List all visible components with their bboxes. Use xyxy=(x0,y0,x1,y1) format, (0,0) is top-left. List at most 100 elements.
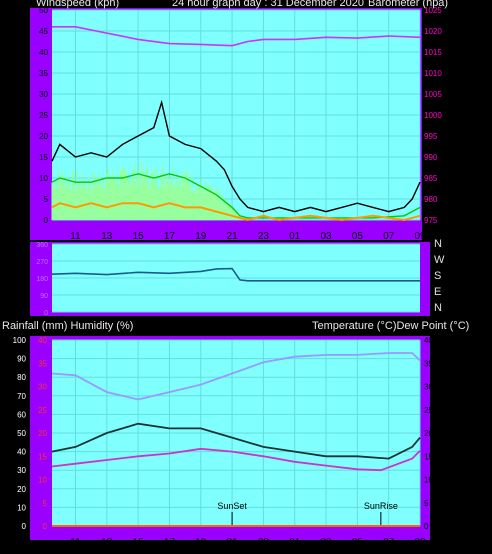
temperature-line xyxy=(51,422,421,460)
humidity-tick-label: 40 xyxy=(17,448,26,457)
x-tick-label: 23 xyxy=(258,537,270,548)
humidity-tick-label: 30 xyxy=(17,466,26,475)
rain-tick-label: 20 xyxy=(38,429,47,438)
x-tick-label: 21 xyxy=(227,231,239,242)
x-tick-label: 09 xyxy=(414,537,426,548)
humidity-tick-label: 70 xyxy=(17,392,26,401)
x-tick-label: 01 xyxy=(289,231,301,242)
temperature-dewpoint-axis-title: Temperature (°C)Dew Point (°C) xyxy=(312,320,470,332)
x-tick-label: 01 xyxy=(289,537,301,548)
temperature-tick-label: 15 xyxy=(424,452,433,461)
x-tick-label: 11 xyxy=(70,537,81,548)
windspeed-tick-label: 45 xyxy=(39,27,48,36)
windspeed-tick-label: 20 xyxy=(39,132,48,141)
barometer-tick-label: 975 xyxy=(424,216,438,225)
rain-tick-label: 25 xyxy=(38,406,47,415)
temperature-tick-label: 40 xyxy=(424,336,433,345)
x-tick-label: 23 xyxy=(258,231,270,242)
humidity-tick-label: 20 xyxy=(17,485,26,494)
windspeed-tick-label: 30 xyxy=(39,90,48,99)
rain-tick-label: 40 xyxy=(38,336,47,345)
rain-tick-label: 30 xyxy=(38,383,47,392)
x-tick-label: 05 xyxy=(352,231,364,242)
x-tick-label: 21 xyxy=(227,537,239,548)
wind-direction-line xyxy=(51,267,420,282)
x-tick-label: 13 xyxy=(101,231,113,242)
humidity-line xyxy=(51,352,421,401)
windspeed-tick-label: 25 xyxy=(39,111,48,120)
chart-title: 24 hour graph day : 31 December 2020 xyxy=(172,0,365,9)
windspeed-tick-label: 40 xyxy=(39,48,48,57)
x-tick-label: 03 xyxy=(320,537,332,548)
x-tick-label: 11 xyxy=(70,231,81,242)
barometer-tick-label: 990 xyxy=(424,153,438,162)
sun-annotation: SunSet xyxy=(217,501,247,511)
windspeed-tick-label: 0 xyxy=(44,216,49,225)
winddir-tick-label: 180 xyxy=(36,276,48,283)
barometer-tick-label: 995 xyxy=(424,132,438,141)
windspeed-tick-label: 15 xyxy=(39,153,48,162)
temperature-tick-label: 35 xyxy=(424,359,433,368)
windspeed-axis-title: Windspeed (kph) xyxy=(36,0,120,9)
x-tick-label: 15 xyxy=(133,537,145,548)
wind-gust-line xyxy=(51,99,421,213)
humidity-tick-label: 10 xyxy=(17,503,26,512)
humidity-tick-label: 100 xyxy=(13,336,27,345)
x-tick-label: 03 xyxy=(320,231,332,242)
x-tick-label: 05 xyxy=(352,537,364,548)
barometer-tick-label: 980 xyxy=(424,195,438,204)
rain-humidity-axis-title: Rainfall (mm) Humidity (%) xyxy=(2,320,134,332)
winddir-tick-label: 360 xyxy=(36,242,48,249)
x-tick-label: 07 xyxy=(383,537,395,548)
x-tick-label: 17 xyxy=(164,231,176,242)
temperature-tick-label: 20 xyxy=(424,429,433,438)
rain-tick-label: 5 xyxy=(43,499,48,508)
barometer-tick-label: 985 xyxy=(424,174,438,183)
x-tick-label: 19 xyxy=(195,231,207,242)
x-tick-label: 07 xyxy=(383,231,395,242)
humidity-tick-label: 60 xyxy=(17,410,26,419)
winddir-tick-label: 0 xyxy=(44,310,48,317)
sun-annotation: SunRise xyxy=(364,501,398,511)
temperature-tick-label: 30 xyxy=(424,383,433,392)
direction-label: N xyxy=(434,302,442,314)
rain-tick-label: 15 xyxy=(38,452,47,461)
temperature-tick-label: 5 xyxy=(424,499,429,508)
barometer-tick-label: 1010 xyxy=(424,69,442,78)
x-tick-label: 09 xyxy=(414,231,426,242)
humidity-tick-label: 80 xyxy=(17,373,26,382)
humidity-tick-label: 0 xyxy=(22,522,27,531)
temperature-tick-label: 25 xyxy=(424,406,433,415)
rain-tick-label: 0 xyxy=(43,522,48,531)
x-tick-label: 15 xyxy=(133,231,145,242)
barometer-tick-label: 1020 xyxy=(424,27,442,36)
barometer-tick-label: 1015 xyxy=(424,48,442,57)
barometer-tick-label: 1005 xyxy=(424,90,442,99)
wind-low-line xyxy=(51,202,421,222)
humidity-tick-label: 90 xyxy=(17,355,26,364)
x-tick-label: 17 xyxy=(164,537,176,548)
windspeed-tick-label: 10 xyxy=(39,174,48,183)
windspeed-tick-label: 50 xyxy=(39,6,48,15)
windspeed-tick-label: 35 xyxy=(39,69,48,78)
rain-tick-label: 35 xyxy=(38,359,47,368)
barometer-tick-label: 1025 xyxy=(424,6,442,15)
direction-label: W xyxy=(434,254,445,266)
winddir-tick-label: 270 xyxy=(36,259,48,266)
x-tick-label: 19 xyxy=(195,537,207,548)
temperature-tick-label: 0 xyxy=(424,522,429,531)
direction-label: E xyxy=(434,286,442,298)
temperature-tick-label: 10 xyxy=(424,476,433,485)
dewpoint-line xyxy=(51,447,421,472)
barometer-tick-label: 1000 xyxy=(424,111,442,120)
windspeed-tick-label: 5 xyxy=(44,195,49,204)
winddir-tick-label: 90 xyxy=(40,293,48,300)
barometer-line xyxy=(52,25,421,47)
direction-label: S xyxy=(434,270,442,282)
barometer-axis-title: Barometer (hpa) xyxy=(368,0,449,9)
x-tick-label: 13 xyxy=(101,537,113,548)
rain-tick-label: 10 xyxy=(38,476,47,485)
humidity-tick-label: 50 xyxy=(17,429,26,438)
direction-label: N xyxy=(434,238,442,250)
